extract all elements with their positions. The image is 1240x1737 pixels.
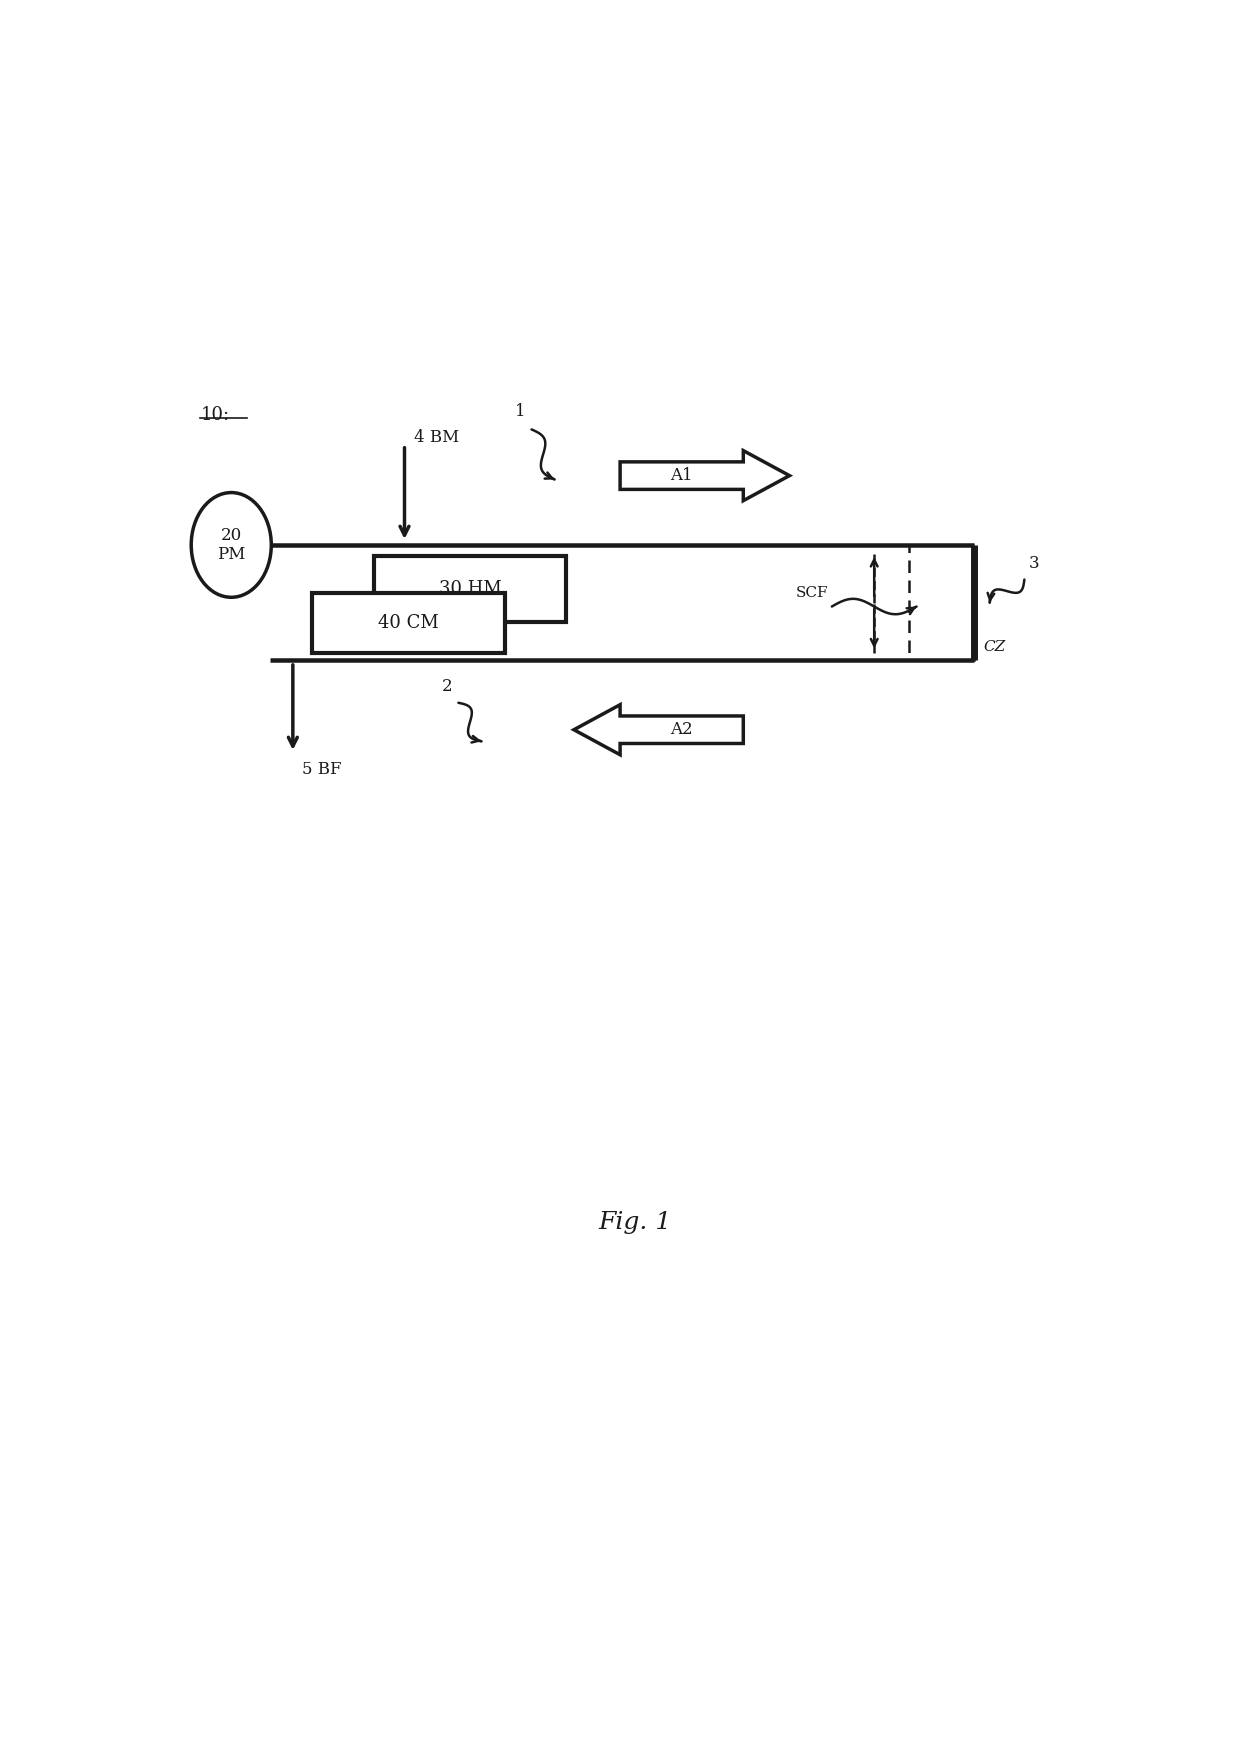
Text: 5 BF: 5 BF	[303, 761, 342, 778]
Text: A2: A2	[671, 721, 693, 738]
Text: 2: 2	[441, 677, 453, 695]
Text: A1: A1	[671, 467, 693, 485]
FancyArrow shape	[620, 450, 790, 500]
Ellipse shape	[191, 493, 272, 598]
Text: CZ: CZ	[983, 641, 1006, 655]
Text: 1: 1	[515, 403, 526, 420]
Text: 3: 3	[1029, 554, 1039, 571]
FancyBboxPatch shape	[312, 592, 505, 653]
Text: 20
PM: 20 PM	[217, 526, 246, 563]
Text: 10:: 10:	[201, 406, 229, 424]
Text: 30 HM: 30 HM	[439, 580, 501, 598]
Text: Fig. 1: Fig. 1	[599, 1211, 672, 1233]
Text: SCF: SCF	[796, 587, 828, 601]
FancyBboxPatch shape	[373, 556, 567, 622]
FancyArrow shape	[574, 705, 743, 756]
Text: 40 CM: 40 CM	[378, 613, 439, 632]
Text: 4 BM: 4 BM	[414, 429, 459, 446]
